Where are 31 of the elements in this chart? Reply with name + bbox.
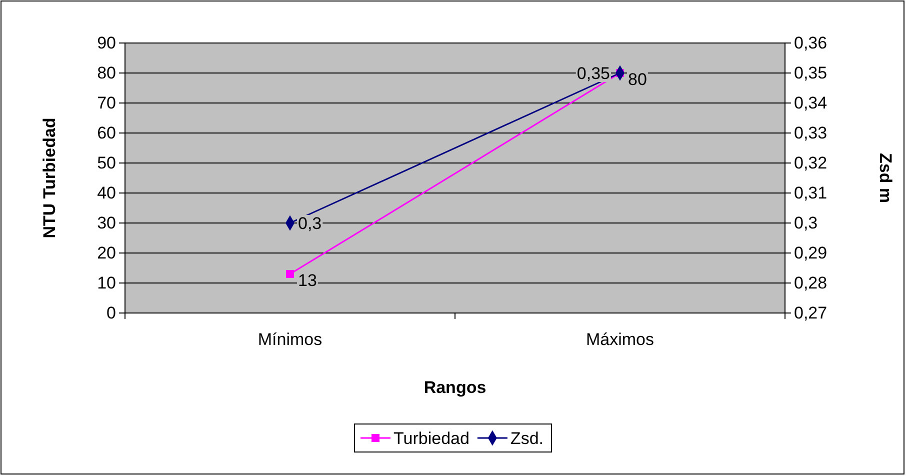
y-axis-title: NTU Turbiedad	[40, 118, 59, 238]
data-label: 0,35	[576, 64, 610, 83]
y2-tick-label: 0,34	[794, 93, 828, 112]
y-tick-label: 10	[97, 273, 116, 292]
y-tick-label: 80	[97, 63, 116, 82]
y2-tick-label: 0,36	[794, 33, 828, 52]
y2-tick-label: 0,33	[794, 123, 828, 142]
y-tick-label: 20	[97, 243, 116, 262]
y-tick-label: 90	[97, 33, 116, 52]
y2-tick-label: 0,27	[794, 303, 828, 322]
y-tick-label: 0	[106, 303, 116, 322]
y-tick-label: 70	[97, 93, 116, 112]
y-tick-label: 40	[97, 183, 116, 202]
x-tick-label: Máximos	[586, 330, 654, 350]
legend-label: Zsd.	[510, 429, 544, 448]
y2-tick-label: 0,29	[794, 243, 828, 262]
y2-tick-label: 0,31	[794, 183, 828, 202]
y2-tick-label: 0,32	[794, 153, 828, 172]
data-label: 80	[628, 70, 647, 89]
y-tick-label: 50	[97, 153, 116, 172]
y-tick-label: 60	[97, 123, 116, 142]
x-tick-label: Mínimos	[258, 330, 322, 350]
legend-label: Turbiedad	[394, 429, 470, 448]
y2-tick-label: 0,3	[794, 213, 818, 232]
y2-tick-label: 0,35	[794, 63, 828, 82]
y-tick-label: 30	[97, 213, 116, 232]
x-axis-title: Rangos	[424, 378, 486, 397]
y2-axis-title: Zsd m	[876, 152, 895, 204]
data-label: 0,3	[298, 214, 322, 233]
y2-tick-label: 0,28	[794, 273, 828, 292]
data-label: 13	[298, 271, 317, 290]
